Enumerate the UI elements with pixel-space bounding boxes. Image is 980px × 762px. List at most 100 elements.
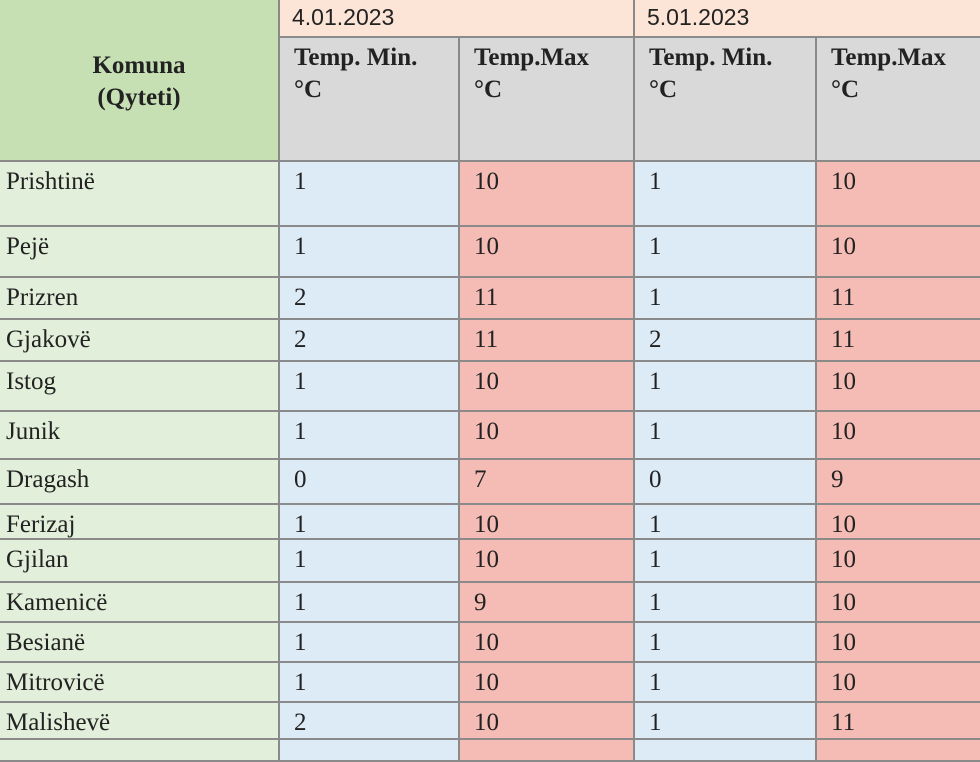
temp-cell: 1: [635, 583, 817, 623]
column-label: Temp.Max: [474, 44, 590, 71]
temp-value: 1: [649, 368, 662, 395]
temp-value: 1: [294, 168, 307, 195]
temp-cell: 1: [635, 278, 817, 320]
city-cell: Besianë: [0, 623, 280, 663]
city-cell: Ferizaj: [0, 505, 280, 540]
temp-cell: 10: [817, 663, 980, 703]
temp-value: 0: [294, 466, 307, 493]
empty-cell: [817, 740, 980, 762]
corner-header: Komuna (Qyteti): [0, 0, 280, 162]
empty-cell: [0, 740, 280, 762]
city-cell: Prizren: [0, 278, 280, 320]
temp-cell: 1: [280, 505, 460, 540]
city-name: Pejë: [6, 233, 50, 260]
temp-value: 7: [474, 466, 487, 493]
temp-value: 1: [649, 709, 662, 736]
city-name: Malishevë: [6, 709, 111, 736]
temp-value: 10: [831, 511, 856, 538]
temp-cell: 7: [460, 460, 635, 505]
temp-value: 1: [649, 546, 662, 573]
column-header: Temp.Max °C: [460, 38, 635, 162]
temp-value: 1: [649, 418, 662, 445]
date-header: 5.01.2023: [635, 0, 980, 38]
column-label: Temp. Min.: [649, 44, 773, 71]
temp-value: 9: [831, 466, 844, 493]
temp-value: 10: [831, 418, 856, 445]
column-header: Temp. Min. °C: [280, 38, 460, 162]
temp-cell: 1: [280, 583, 460, 623]
city-name: Mitrovicë: [6, 669, 105, 696]
temp-cell: 10: [460, 540, 635, 583]
city-name: Ferizaj: [6, 511, 76, 538]
temp-cell: 1: [635, 505, 817, 540]
empty-cell: [460, 740, 635, 762]
column-header: Temp.Max °C: [817, 38, 980, 162]
temp-cell: 10: [817, 540, 980, 583]
city-name: Prizren: [6, 284, 79, 311]
temp-value: 1: [294, 589, 307, 616]
temp-cell: 2: [280, 320, 460, 362]
temp-cell: 10: [460, 362, 635, 412]
city-name: Istog: [6, 368, 56, 395]
temp-value: 1: [294, 418, 307, 445]
city-name: Besianë: [6, 629, 86, 656]
temp-cell: 1: [635, 703, 817, 740]
temp-cell: 1: [635, 623, 817, 663]
temp-value: 10: [831, 669, 856, 696]
temp-value: 1: [294, 233, 307, 260]
temp-cell: 1: [635, 663, 817, 703]
column-label: Temp. Min.: [294, 44, 418, 71]
column-label: °C: [474, 76, 503, 103]
temp-value: 9: [474, 589, 487, 616]
column-label: Temp.Max: [831, 44, 947, 71]
temp-cell: 11: [817, 320, 980, 362]
temp-cell: 10: [817, 162, 980, 227]
column-label: °C: [831, 76, 860, 103]
temp-cell: 10: [460, 663, 635, 703]
temp-cell: 0: [635, 460, 817, 505]
temp-cell: 11: [460, 278, 635, 320]
city-cell: Pejë: [0, 227, 280, 278]
empty-cell: [635, 740, 817, 762]
temp-value: 10: [474, 511, 499, 538]
temp-value: 11: [831, 284, 856, 311]
temp-cell: 1: [635, 162, 817, 227]
column-label: °C: [649, 76, 678, 103]
temp-value: 10: [474, 418, 499, 445]
temp-value: 0: [649, 466, 662, 493]
temp-cell: 1: [635, 412, 817, 460]
temp-cell: 1: [280, 623, 460, 663]
temp-value: 2: [294, 326, 307, 353]
city-name: Dragash: [6, 466, 90, 493]
temp-value: 1: [649, 511, 662, 538]
temp-value: 10: [831, 168, 856, 195]
temp-cell: 11: [817, 278, 980, 320]
date-header: 4.01.2023: [280, 0, 635, 38]
temp-cell: 10: [460, 505, 635, 540]
temp-cell: 11: [460, 320, 635, 362]
temp-value: 2: [649, 326, 662, 353]
temp-cell: 9: [460, 583, 635, 623]
temp-cell: 10: [460, 162, 635, 227]
temp-cell: 1: [635, 227, 817, 278]
temp-value: 10: [474, 168, 499, 195]
temp-value: 10: [474, 669, 499, 696]
temp-cell: 1: [635, 540, 817, 583]
temp-cell: 1: [280, 412, 460, 460]
city-cell: Malishevë: [0, 703, 280, 740]
temp-cell: 0: [280, 460, 460, 505]
temp-cell: 1: [280, 663, 460, 703]
temp-value: 10: [474, 233, 499, 260]
date-label: 5.01.2023: [647, 4, 750, 30]
temp-value: 11: [831, 326, 856, 353]
temp-value: 10: [831, 233, 856, 260]
temp-cell: 1: [280, 227, 460, 278]
temp-value: 10: [831, 546, 856, 573]
temp-cell: 10: [817, 583, 980, 623]
temp-cell: 10: [460, 703, 635, 740]
temp-value: 1: [294, 546, 307, 573]
city-cell: Kamenicë: [0, 583, 280, 623]
temp-value: 1: [294, 629, 307, 656]
city-name: Gjakovë: [6, 326, 91, 353]
